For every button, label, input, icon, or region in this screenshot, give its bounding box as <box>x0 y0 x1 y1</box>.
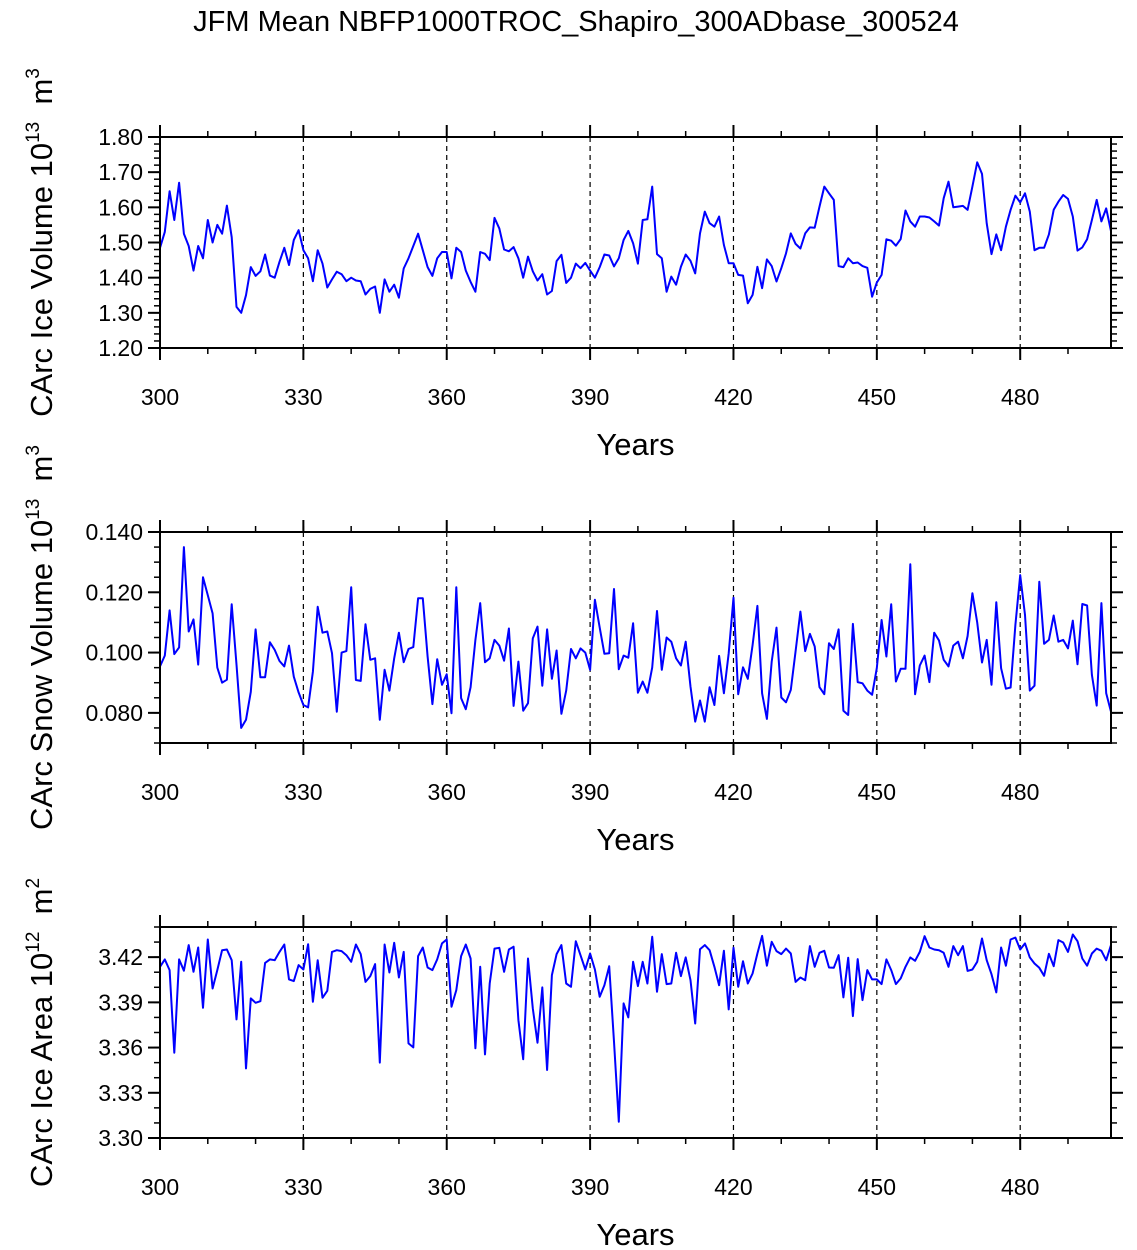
y-label-text: m <box>24 456 59 499</box>
chart-title: JFM Mean NBFP1000TROC_Shapiro_300ADbase_… <box>193 6 959 38</box>
y-tick-label: 0.100 <box>85 640 143 666</box>
x-tick-label: 330 <box>284 384 322 410</box>
x-tick-label: 360 <box>428 1174 466 1200</box>
y-axis-label: CArc Ice Area 1012 m2 <box>23 878 59 1187</box>
x-tick-label: 480 <box>1001 1174 1039 1200</box>
x-tick-label: 480 <box>1001 779 1039 805</box>
y-axis-label: CArc Ice Volume 1013 m3 <box>23 68 59 417</box>
y-tick-label: 3.30 <box>98 1125 143 1151</box>
series-line <box>159 546 1112 729</box>
y-tick-label: 3.33 <box>98 1080 143 1106</box>
x-tick-label: 420 <box>714 779 752 805</box>
y-tick-label: 1.40 <box>98 265 143 291</box>
y-tick-label: 1.30 <box>98 300 143 326</box>
x-tick-label: 330 <box>284 779 322 805</box>
x-tick-label: 360 <box>428 384 466 410</box>
panel-3: 300 330 360 390 420 450 480 3.30 3.33 3.36 3.39 3.4… <box>23 878 1123 1250</box>
x-tick-label: 300 <box>141 384 179 410</box>
y-tick-label: 1.80 <box>98 124 143 150</box>
y-label-superscript: 13 <box>23 122 44 143</box>
y-tick-label: 3.36 <box>98 1035 143 1061</box>
y-tick-label: 1.60 <box>98 194 143 220</box>
x-tick-label: 300 <box>141 779 179 805</box>
x-tick-label: 330 <box>284 1174 322 1200</box>
panel-2: 300 330 360 390 420 450 480 0.080 0.100 0.120 0.14… <box>23 445 1123 857</box>
y-axis-label: CArc Snow Volume 1013 m3 <box>23 445 59 830</box>
y-tick-label: 1.50 <box>98 230 143 256</box>
x-tick-label: 450 <box>858 779 896 805</box>
x-tick-label: 420 <box>714 1174 752 1200</box>
y-label-superscript: 13 <box>23 499 44 520</box>
series-line <box>159 933 1112 1123</box>
y-label-text: CArc Ice Volume 10 <box>24 143 59 417</box>
y-label-text: m <box>24 889 59 932</box>
x-tick-label: 390 <box>571 779 609 805</box>
panel-1: 300 330 360 390 420 450 480 1.20 1.30 1.40 1.50 1.6… <box>23 68 1123 462</box>
y-label-text: m <box>24 79 59 122</box>
x-tick-label: 450 <box>858 1174 896 1200</box>
y-label-superscript: 12 <box>23 932 44 953</box>
x-tick-label: 480 <box>1001 384 1039 410</box>
x-tick-label: 360 <box>428 779 466 805</box>
series-line <box>159 161 1112 314</box>
y-tick-label: 0.140 <box>85 519 143 545</box>
y-tick-label: 0.080 <box>85 700 143 726</box>
x-tick-label: 450 <box>858 384 896 410</box>
y-tick-label: 1.20 <box>98 335 143 361</box>
x-tick-label: 300 <box>141 1174 179 1200</box>
y-tick-label: 3.39 <box>98 989 143 1015</box>
y-tick-label: 0.120 <box>85 579 143 605</box>
x-axis-label: Years <box>596 822 674 857</box>
y-tick-label: 3.42 <box>98 944 143 970</box>
x-axis-label: Years <box>596 427 674 462</box>
y-label-text: CArc Snow Volume 10 <box>24 520 59 830</box>
y-label-superscript: 2 <box>23 878 44 889</box>
y-tick-label: 1.70 <box>98 159 143 185</box>
x-tick-label: 390 <box>571 384 609 410</box>
plot-frame <box>159 136 1112 349</box>
plot-frame <box>159 926 1112 1139</box>
y-label-superscript: 3 <box>23 68 44 79</box>
x-tick-label: 420 <box>714 384 752 410</box>
y-label-text: CArc Ice Area 10 <box>24 953 59 1187</box>
x-axis-label: Years <box>596 1217 674 1250</box>
x-tick-label: 390 <box>571 1174 609 1200</box>
y-label-superscript: 3 <box>23 445 44 456</box>
plot-frame <box>159 531 1112 744</box>
